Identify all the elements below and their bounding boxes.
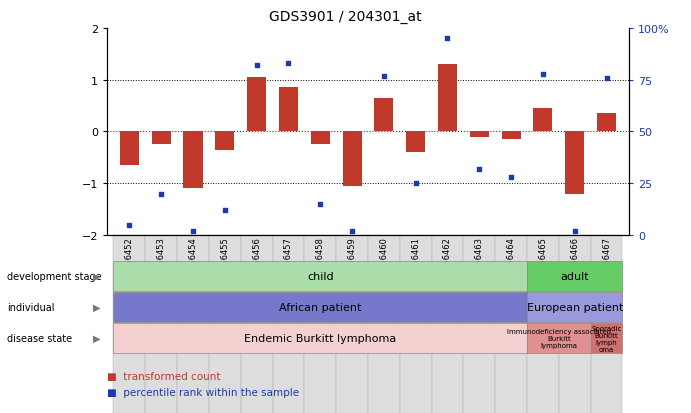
Text: ■  percentile rank within the sample: ■ percentile rank within the sample — [107, 387, 299, 397]
Text: Immunodeficiency associated
Burkitt
lymphoma: Immunodeficiency associated Burkitt lymp… — [507, 328, 611, 348]
Text: ▶: ▶ — [93, 271, 100, 281]
Bar — [502, 132, 520, 140]
Point — [379, 73, 390, 80]
Bar — [216, 132, 234, 150]
Bar — [565, 132, 585, 194]
Point — [251, 63, 262, 69]
Bar — [183, 132, 202, 189]
Point — [569, 228, 580, 235]
Bar — [438, 65, 457, 132]
Bar — [311, 132, 330, 145]
Text: European patient: European patient — [527, 302, 623, 312]
Point — [601, 75, 612, 82]
Point — [219, 207, 230, 214]
FancyBboxPatch shape — [495, 235, 527, 413]
FancyBboxPatch shape — [464, 235, 495, 413]
Bar — [279, 88, 298, 132]
Bar — [151, 132, 171, 145]
Bar — [120, 132, 139, 166]
Text: child: child — [307, 271, 334, 281]
Point — [538, 71, 549, 78]
Bar — [406, 132, 425, 153]
Bar — [247, 78, 266, 132]
Text: Sporadic
Burkitt
lymph
oma: Sporadic Burkitt lymph oma — [591, 325, 622, 352]
FancyBboxPatch shape — [368, 235, 400, 413]
Bar — [597, 114, 616, 132]
FancyBboxPatch shape — [240, 235, 272, 413]
FancyBboxPatch shape — [336, 235, 368, 413]
Bar — [343, 132, 361, 186]
Point — [474, 166, 485, 173]
FancyBboxPatch shape — [272, 235, 304, 413]
FancyBboxPatch shape — [304, 235, 336, 413]
Point — [314, 201, 325, 208]
Point — [506, 174, 517, 181]
FancyBboxPatch shape — [145, 235, 177, 413]
FancyBboxPatch shape — [559, 235, 591, 413]
Bar — [533, 109, 553, 132]
Point — [410, 180, 422, 187]
Point — [187, 228, 198, 235]
Text: African patient: African patient — [279, 302, 361, 312]
Text: GDS3901 / 204301_at: GDS3901 / 204301_at — [269, 10, 422, 24]
Text: disease state: disease state — [7, 333, 72, 343]
Point — [155, 191, 167, 197]
FancyBboxPatch shape — [177, 235, 209, 413]
Text: ▶: ▶ — [93, 302, 100, 312]
Text: adult: adult — [560, 271, 589, 281]
Bar — [470, 132, 489, 137]
Point — [442, 36, 453, 43]
Point — [283, 61, 294, 67]
FancyBboxPatch shape — [400, 235, 432, 413]
Text: ▶: ▶ — [93, 333, 100, 343]
FancyBboxPatch shape — [432, 235, 464, 413]
Text: ■  transformed count: ■ transformed count — [107, 371, 220, 381]
Bar — [375, 99, 393, 132]
Text: development stage: development stage — [7, 271, 102, 281]
FancyBboxPatch shape — [113, 235, 145, 413]
Point — [346, 228, 357, 235]
FancyBboxPatch shape — [527, 235, 559, 413]
Point — [124, 222, 135, 228]
Text: Endemic Burkitt lymphoma: Endemic Burkitt lymphoma — [244, 333, 397, 343]
Text: individual: individual — [7, 302, 55, 312]
FancyBboxPatch shape — [209, 235, 240, 413]
FancyBboxPatch shape — [591, 235, 623, 413]
